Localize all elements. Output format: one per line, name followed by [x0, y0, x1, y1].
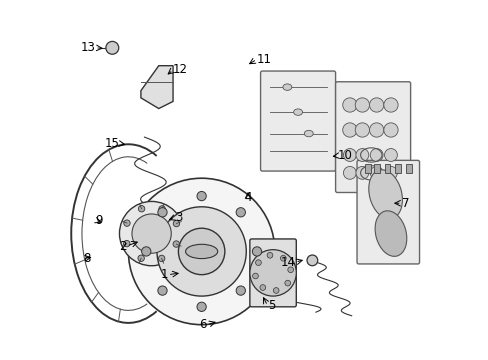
Circle shape	[123, 240, 130, 247]
Ellipse shape	[368, 170, 402, 219]
Circle shape	[343, 166, 356, 179]
FancyBboxPatch shape	[260, 71, 335, 171]
Circle shape	[369, 149, 382, 161]
Text: 4: 4	[244, 192, 251, 204]
FancyBboxPatch shape	[249, 239, 296, 307]
Circle shape	[236, 208, 245, 217]
Circle shape	[354, 123, 369, 137]
Ellipse shape	[185, 244, 217, 258]
Text: 3: 3	[175, 211, 182, 224]
Circle shape	[157, 207, 246, 296]
Circle shape	[355, 166, 368, 179]
Bar	[394, 164, 400, 173]
Text: 15: 15	[104, 137, 119, 150]
Circle shape	[342, 123, 356, 137]
Circle shape	[106, 41, 119, 54]
Circle shape	[252, 247, 261, 256]
Text: 8: 8	[83, 252, 90, 265]
Text: 14: 14	[280, 256, 295, 269]
Circle shape	[255, 260, 261, 265]
Bar	[384, 164, 389, 173]
Circle shape	[236, 286, 245, 295]
Text: 7: 7	[401, 197, 408, 210]
Circle shape	[266, 252, 272, 258]
Ellipse shape	[293, 109, 302, 115]
Circle shape	[354, 98, 369, 112]
Text: 6: 6	[199, 318, 206, 331]
Ellipse shape	[283, 84, 291, 90]
Circle shape	[119, 202, 183, 266]
Circle shape	[384, 166, 397, 179]
Ellipse shape	[304, 130, 313, 137]
Circle shape	[158, 208, 167, 217]
Bar	[405, 164, 411, 173]
Circle shape	[138, 255, 144, 261]
Text: 2: 2	[119, 240, 126, 253]
Circle shape	[369, 166, 382, 179]
Circle shape	[342, 98, 356, 112]
Circle shape	[252, 273, 258, 279]
Circle shape	[355, 149, 368, 161]
Circle shape	[173, 241, 179, 247]
Circle shape	[280, 255, 285, 261]
Circle shape	[260, 285, 265, 291]
Circle shape	[197, 302, 206, 311]
Circle shape	[369, 123, 383, 137]
Text: 1: 1	[160, 268, 167, 281]
Circle shape	[383, 123, 397, 137]
Polygon shape	[141, 66, 173, 109]
Bar	[373, 164, 379, 173]
Circle shape	[158, 286, 167, 295]
FancyBboxPatch shape	[335, 82, 410, 193]
Circle shape	[273, 288, 279, 293]
Circle shape	[306, 255, 317, 266]
Circle shape	[285, 280, 290, 286]
Circle shape	[173, 220, 179, 227]
Circle shape	[369, 98, 383, 112]
Text: 9: 9	[95, 213, 102, 226]
Text: 13: 13	[80, 41, 95, 54]
FancyBboxPatch shape	[356, 160, 419, 264]
Text: 11: 11	[257, 53, 271, 66]
Bar	[364, 164, 370, 173]
Circle shape	[383, 98, 397, 112]
Circle shape	[132, 214, 171, 253]
Text: 10: 10	[337, 149, 352, 162]
Text: 5: 5	[267, 299, 275, 312]
Circle shape	[128, 178, 274, 325]
Circle shape	[384, 149, 397, 161]
Ellipse shape	[374, 211, 406, 256]
Circle shape	[138, 206, 144, 212]
Circle shape	[178, 228, 224, 275]
Circle shape	[142, 247, 151, 256]
Text: 12: 12	[173, 63, 188, 76]
Circle shape	[287, 267, 293, 273]
Circle shape	[197, 192, 206, 201]
Circle shape	[343, 149, 356, 161]
Circle shape	[123, 220, 130, 226]
Circle shape	[158, 255, 164, 262]
Circle shape	[159, 206, 165, 212]
Circle shape	[249, 249, 296, 296]
